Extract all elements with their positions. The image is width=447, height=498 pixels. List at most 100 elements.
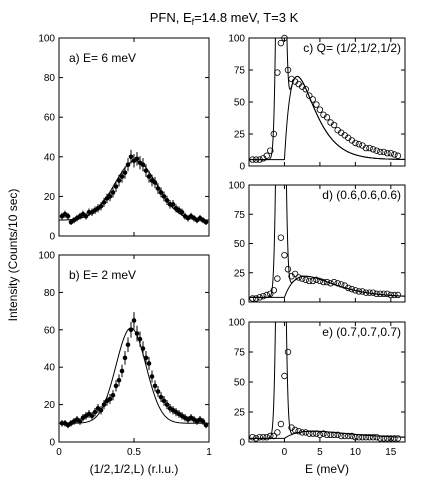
data-point [161, 194, 167, 199]
data-point [203, 422, 209, 428]
data-point [270, 130, 278, 138]
data-point [110, 392, 116, 398]
data-point [291, 270, 299, 278]
plot-frame-b [58, 254, 210, 443]
data-point [179, 209, 185, 215]
figure-title: PFN, Ef=14.8 meV, T=3 K [150, 10, 299, 27]
y-tick-label: 25 [234, 408, 246, 419]
data-point [284, 266, 292, 273]
data-point [155, 186, 161, 191]
y-tick-label: 50 [234, 378, 246, 389]
data-point [373, 434, 380, 441]
x-tick-label: 15 [385, 447, 397, 458]
fit-group-b [59, 327, 209, 424]
y-tick-label: 80 [44, 73, 56, 84]
data-point [281, 251, 288, 259]
data-point [98, 204, 104, 209]
panel-label-c: c) Q= (1/2,1/2,1/2) [303, 41, 401, 55]
data-point [267, 290, 274, 298]
data-point [391, 151, 398, 158]
data-point [256, 156, 263, 163]
data-point [355, 434, 363, 441]
data-point [263, 434, 270, 441]
data-point [200, 419, 206, 424]
fit-group-c [249, 38, 405, 161]
y-tick-label: 75 [234, 66, 246, 77]
data-point [291, 426, 299, 434]
data-point [391, 291, 398, 299]
data-point [134, 331, 140, 336]
panel-e: 0 25 50 75 100 0 5 10 15 E (meV) e) (0.7,0.7,0.7) [228, 318, 406, 476]
data-point [337, 281, 345, 288]
data-point [270, 432, 278, 440]
data-point [362, 289, 370, 296]
data-point [384, 290, 391, 298]
data-point [391, 435, 398, 442]
data-point [359, 434, 366, 441]
data-point [203, 219, 209, 225]
data-point [252, 295, 260, 302]
y-axis-label: Intensity (Counts/10 sec) [6, 189, 20, 322]
data-point [137, 336, 143, 342]
data-point [89, 413, 95, 419]
data-point [65, 213, 71, 219]
data-point [302, 429, 309, 436]
data-point [295, 274, 302, 281]
data-point [149, 374, 155, 379]
panel-label-b: b) E= 2 meV [69, 268, 136, 282]
data-point [274, 275, 281, 282]
data-point [152, 383, 158, 389]
data-point [369, 434, 377, 441]
fit-group-a [59, 160, 209, 221]
y-tick-label: 100 [38, 34, 55, 45]
data-point [295, 428, 302, 435]
data-point [384, 435, 391, 442]
data-point [313, 276, 320, 283]
data-point [334, 431, 341, 438]
data-point [170, 202, 176, 207]
x-axis-label: (1/2,1/2,L) (r.l.u.) [90, 462, 179, 476]
data-point [134, 156, 140, 162]
data-point [316, 431, 324, 438]
fit-curve [59, 160, 209, 221]
data-point [323, 114, 331, 121]
y-tick-label: 25 [234, 130, 246, 141]
data-point [345, 432, 352, 440]
panel-label-d: d) (0.6,0.6,0.6) [322, 188, 401, 202]
x-tick-label: 1 [206, 447, 212, 458]
data-point [352, 434, 359, 441]
fit-group-d [249, 185, 405, 298]
data-point [281, 372, 288, 380]
data-point [164, 198, 170, 203]
data-point [284, 66, 292, 74]
data-point [394, 435, 402, 442]
data-point [316, 106, 324, 113]
panel-c: 0 25 50 75 100 c) Q= (1/2,1/2,1/2) [228, 34, 406, 173]
data-point [281, 34, 288, 42]
data-point [249, 434, 256, 441]
data-point [359, 288, 366, 295]
data-point [330, 431, 338, 438]
x-tick-label: 0 [282, 447, 288, 458]
data-point [387, 291, 395, 299]
x-tick-label: 0 [56, 447, 62, 458]
data-point [143, 168, 149, 173]
data-point [277, 420, 285, 428]
data-point [158, 394, 164, 400]
data-point [330, 121, 338, 129]
data-point [380, 290, 387, 298]
fit-curve-inelastic [249, 75, 405, 161]
y-tick-label: 0 [49, 438, 55, 449]
data-point [302, 276, 309, 283]
data-point [380, 435, 387, 442]
data-point [155, 389, 161, 394]
panel-b: 0 20 40 60 80 100 0 0.5 1 (1/2,1/2,L) (r.l.u.) b) … [38, 251, 212, 477]
y-tick-label: 100 [228, 181, 245, 192]
data-point [376, 290, 384, 298]
fit-curve [59, 327, 209, 424]
data-point [309, 277, 317, 285]
data-point [259, 292, 267, 300]
data-point [131, 318, 137, 323]
data-point [116, 178, 122, 183]
y-tick-label: 20 [44, 400, 56, 411]
